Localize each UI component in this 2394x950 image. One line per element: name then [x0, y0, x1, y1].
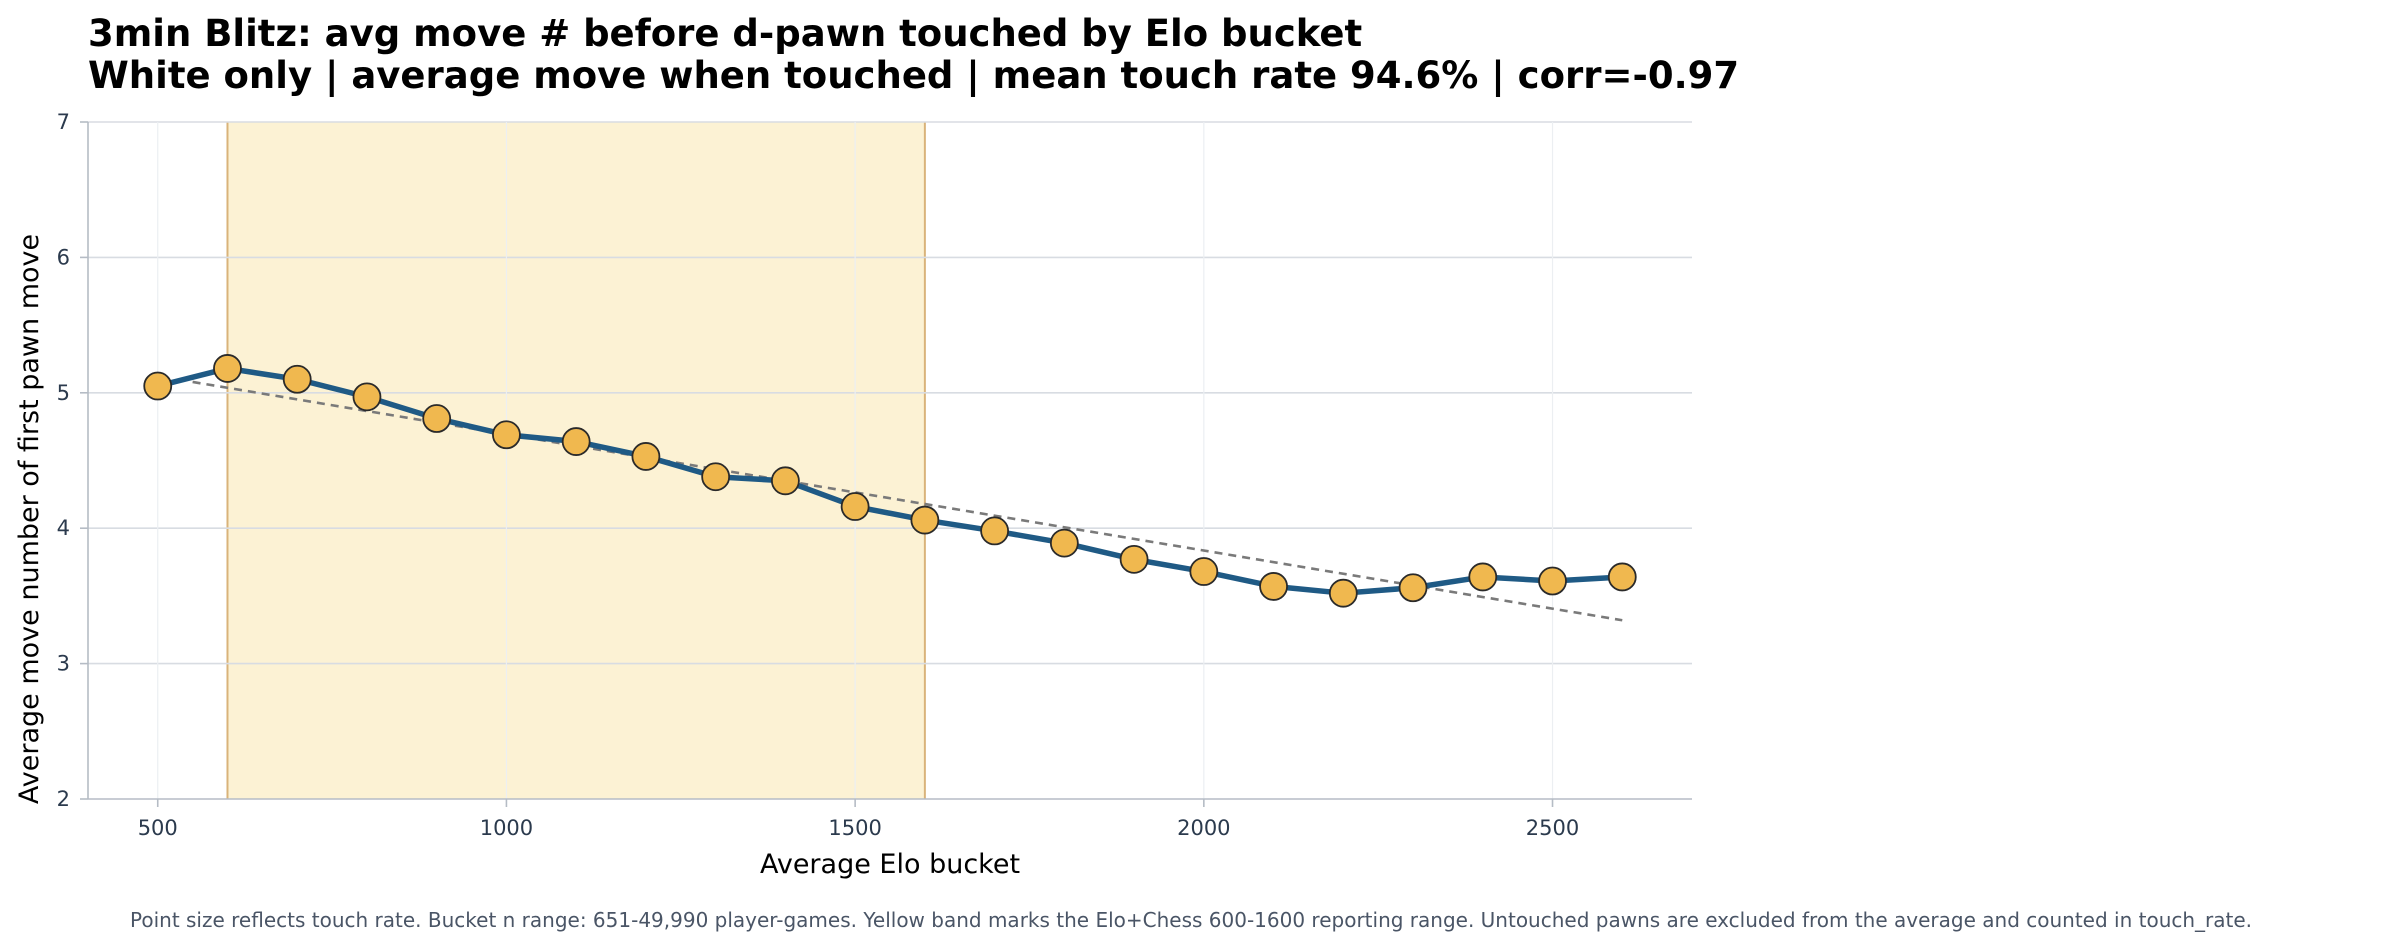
x-tick-label: 500 [138, 816, 178, 840]
data-point [1119, 544, 1149, 574]
y-tick-label: 2 [57, 787, 70, 811]
x-tick-label: 1500 [828, 816, 881, 840]
data-point [980, 516, 1010, 546]
x-tick-label: 2500 [1526, 816, 1579, 840]
x-tick-label: 1000 [480, 816, 533, 840]
x-axis-label: Average Elo bucket [760, 849, 1020, 880]
data-point [1328, 578, 1358, 608]
data-point [840, 492, 870, 521]
data-point [1189, 557, 1219, 586]
chart-caption: Point size reflects touch rate. Bucket n… [130, 908, 2252, 932]
y-tick-label: 6 [57, 245, 70, 269]
series-group [154, 365, 1626, 596]
data-point [1607, 562, 1637, 592]
highlight-band-group [226, 122, 926, 799]
data-point [213, 354, 242, 383]
data-point [631, 442, 661, 471]
data-point [282, 364, 312, 394]
x-tick-label: 2000 [1177, 816, 1230, 840]
data-point [561, 427, 591, 456]
chart-title: 3min Blitz: avg move # before d-pawn tou… [88, 12, 1362, 55]
data-point [1538, 566, 1567, 596]
axis-group [87, 122, 1692, 800]
marker-group [143, 354, 1637, 608]
highlight-band [227, 122, 925, 799]
data-point [1049, 528, 1079, 558]
data-point [143, 371, 173, 401]
tick-label-group: 2 3 4 5 6 7 500 1000 1500 2000 2500 [57, 110, 1580, 840]
data-point [770, 466, 800, 496]
data-point [1398, 573, 1428, 603]
y-axis-label: Average move number of first pawn move [14, 234, 45, 804]
data-point [910, 505, 940, 535]
y-tick-label: 5 [57, 381, 70, 405]
data-point [1259, 572, 1288, 601]
y-tick-label: 7 [57, 110, 70, 134]
data-point [422, 404, 452, 433]
data-point [1468, 562, 1498, 592]
data-point [492, 420, 521, 450]
y-tick-label: 4 [57, 516, 70, 540]
chart-subtitle: White only | average move when touched |… [88, 54, 1739, 97]
series-line [154, 365, 1626, 596]
data-point [352, 382, 382, 412]
y-tick-label: 3 [57, 652, 70, 676]
data-point [701, 462, 731, 492]
